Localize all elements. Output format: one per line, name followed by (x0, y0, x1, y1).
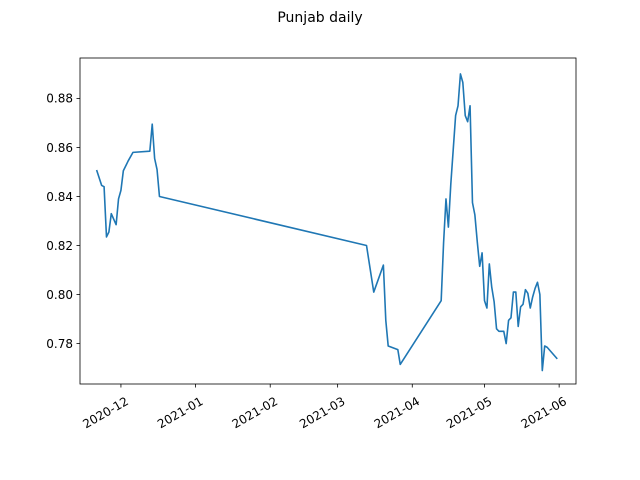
y-tick-label: 0.78 (46, 337, 73, 351)
y-tick-label: 0.84 (46, 190, 73, 204)
chart-title: Punjab daily (277, 10, 362, 26)
axes-frame (79, 57, 577, 385)
series-line (95, 73, 558, 372)
y-tick-label: 0.80 (46, 288, 73, 302)
y-tick-label: 0.86 (46, 141, 73, 155)
y-tick-label: 0.88 (46, 92, 73, 106)
y-tick-label: 0.82 (46, 239, 73, 253)
